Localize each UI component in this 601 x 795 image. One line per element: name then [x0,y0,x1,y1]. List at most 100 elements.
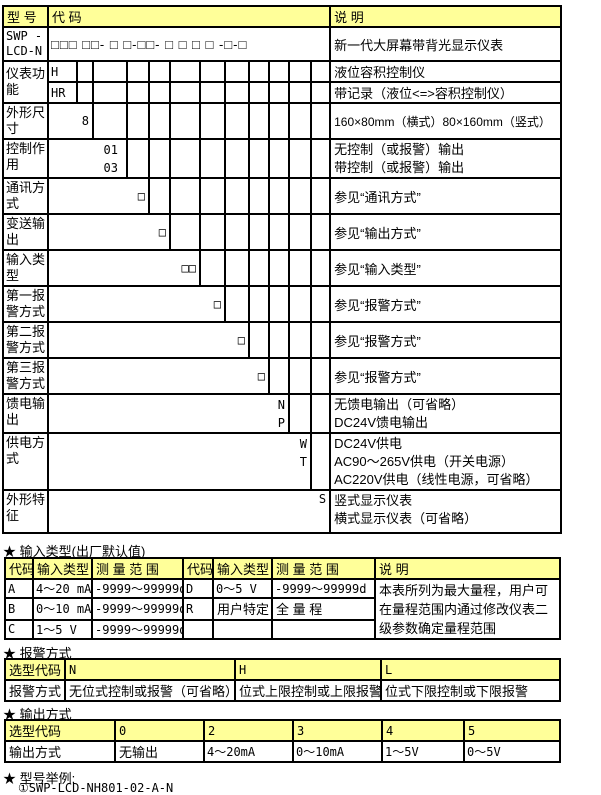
grid-cell [268,249,290,287]
col-header: 输入类型 [32,557,93,580]
grid-cell [199,102,226,140]
table-row-retransmit: 变送输出 □ 参见“输出方式” [2,213,563,251]
section-heading-input-type: ★ 输入类型(出厂默认值) [3,544,146,559]
grid-cell [288,321,312,359]
desc-cell: 参见“报警方式” [329,357,563,395]
grid-cell [309,60,332,83]
cell: 报警方式 [4,679,66,702]
code-cell: □ [47,177,150,215]
grid-cell [309,321,332,359]
row-label: 馈电输出 [2,393,49,434]
row-label: 通讯方式 [2,177,49,215]
code-cell: 01 03 [47,138,128,179]
table-header-row: 型 号 代 码 说 明 [2,5,563,28]
col-header: 2 [203,719,294,742]
model-name: SWP - LCD-N [2,26,49,62]
col-header: 代码 [4,557,34,580]
desc-cell: 160×80mm（横式）80×160mm（竖式） [329,102,563,140]
row-label: 外形特征 [2,489,49,534]
grid-cell [248,213,270,251]
grid-cell [268,138,290,179]
grid-cell [309,177,332,215]
table-row-input: 输入类型 □□ 参见“输入类型” [2,249,563,287]
table-row-alarm3: 第三报警方式 □ 参见“报警方式” [2,357,563,395]
grid-cell [148,60,171,83]
model-example: ①SWP-LCD-NH801-02-A-N [18,781,174,795]
grid-cell [309,432,332,491]
code-cell: □□ [47,249,201,287]
grid-cell [199,138,226,179]
grid-cell [288,357,312,395]
row-label: 仪表功能 [2,60,49,104]
grid-cell [169,81,201,104]
grid-cell [76,81,94,104]
table-row-size: 外形尺寸 8 160×80mm（横式）80×160mm（竖式） [2,102,563,140]
table-row-function: 仪表功能 H 液位容积控制仪 [2,60,563,104]
grid-cell [309,213,332,251]
cell: 4～20 mA [32,577,93,600]
grid-cell [309,393,332,434]
grid-cell [224,177,250,215]
grid-cell [309,102,332,140]
row-label: 控制作用 [2,138,49,179]
code-cell: S [46,489,332,534]
grid-cell [76,60,94,83]
col-header: 选型代码 [4,658,66,681]
col-header: 输入类型 [212,557,273,580]
code-cell: □ [47,357,270,395]
desc-cell: 无馈电输出（可省略） DC24V馈电输出 [329,393,563,434]
grid-cell [199,81,226,104]
cell: 4～20mA [203,740,294,763]
grid-cell [126,102,150,140]
col-header: 5 [463,719,561,742]
cell [271,618,376,641]
output-table: 选型代码 0 2 3 4 5 输出方式 无输出 4～20mA 0～10mA 1～… [4,719,561,763]
grid-cell [288,393,312,434]
grid-cell [288,102,312,140]
grid-cell [199,60,226,83]
grid-cell [126,60,150,83]
grid-cell [248,81,270,104]
table-row: 报警方式 无位式控制或报警（可省略） 位式上限控制或上限报警 位式下限控制或下限… [4,679,561,702]
grid-cell [224,102,250,140]
cell: 输出方式 [4,740,116,763]
code-cell: H [47,60,78,83]
grid-cell [248,102,270,140]
desc-cell: 参见“报警方式” [329,285,563,323]
cell: -9999～99999d [91,618,184,641]
grid-cell [199,177,226,215]
header-desc: 说 明 [329,5,563,28]
grid-cell [268,213,290,251]
cell: 位式下限控制或下限报警 [380,679,561,702]
grid-cell [224,213,250,251]
grid-cell [126,138,150,179]
grid-cell [288,285,312,323]
table-row-alarm2: 第二报警方式 □ 参见“报警方式” [2,321,563,359]
col-header: 0 [114,719,205,742]
table-row-alarm1: 第一报警方式 □ 参见“报警方式” [2,285,563,323]
grid-cell [199,249,226,287]
grid-cell [148,81,171,104]
row-label: 第二报警方式 [2,321,49,359]
grid-cell [92,60,128,83]
col-header: 3 [292,719,383,742]
desc-cell: 竖式显示仪表 横式显示仪表（可省略） [329,489,563,534]
input-type-table: 代码 输入类型 测 量 范 围 代码 输入类型 测 量 范 围 说 明 A 4～… [4,557,561,641]
grid-cell [224,138,250,179]
grid-cell [224,60,250,83]
cell: 0～5V [463,740,561,763]
code-boxes: □□□ □□- □ □-□□- □ □ □ □ -□-□ [46,26,332,62]
cell: A [4,577,34,600]
table-row: 输出方式 无输出 4～20mA 0～10mA 1～5V 0～5V [4,740,561,763]
table-row: A 4～20 mA -9999～99999d D 0～5 V -9999～999… [4,577,561,640]
grid-cell [309,357,332,395]
grid-cell [248,285,270,323]
grid-cell [224,249,250,287]
cell: D [182,577,214,600]
col-header: 4 [381,719,465,742]
section-heading-alarm: ★ 报警方式 [3,646,72,661]
grid-cell [169,213,201,251]
